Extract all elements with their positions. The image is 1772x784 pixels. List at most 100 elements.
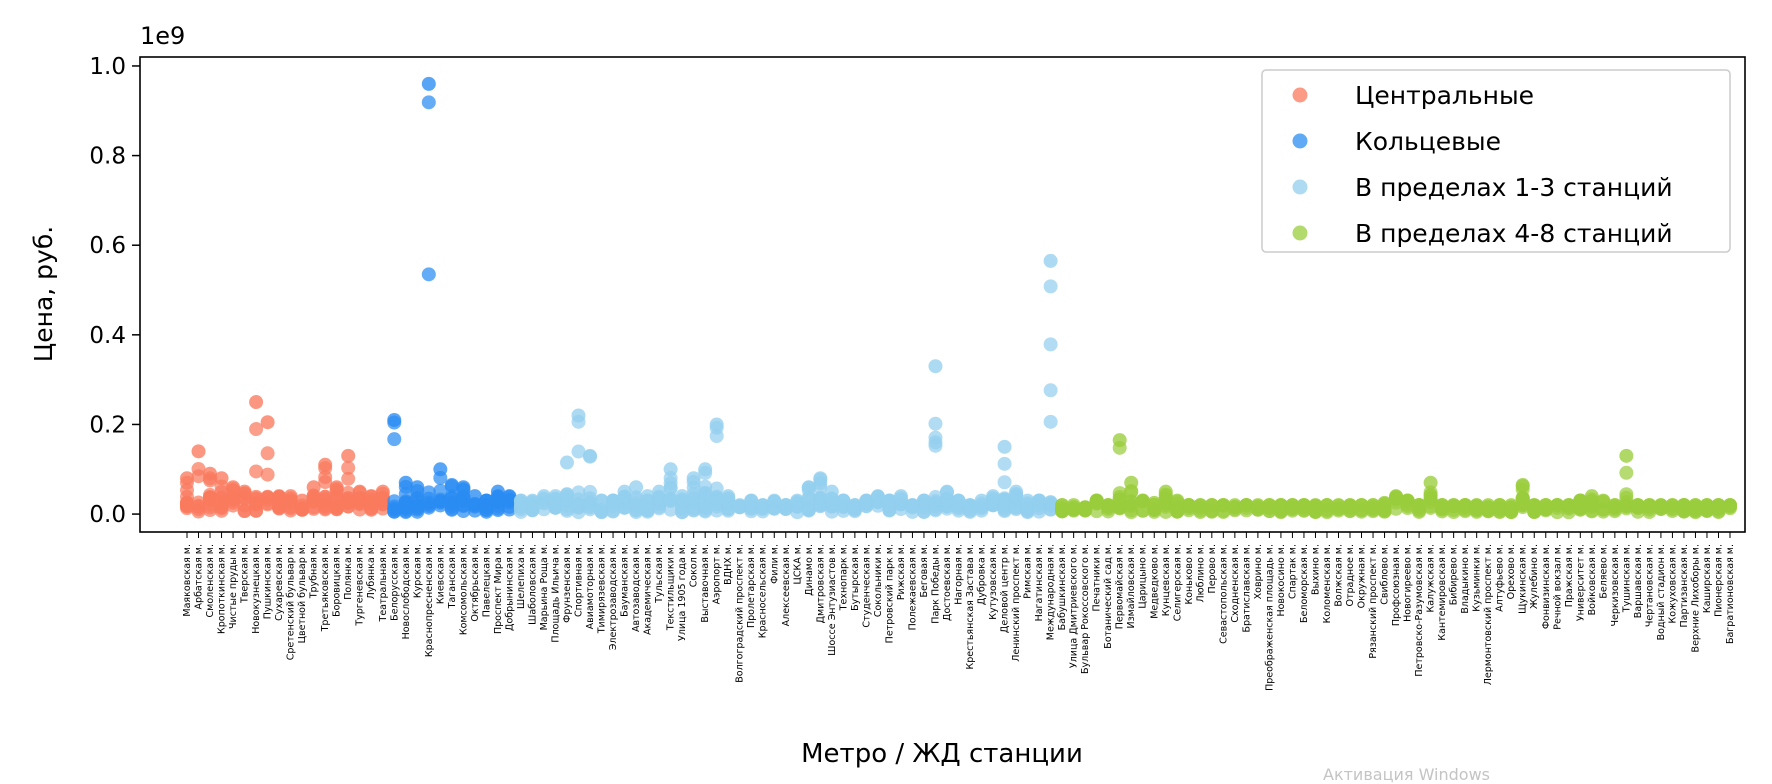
data-point-max xyxy=(1389,489,1404,504)
y-tick-label: 1.0 xyxy=(89,54,126,80)
x-tick-label: Новокузнецкая м. xyxy=(251,544,262,634)
data-point xyxy=(341,460,356,475)
x-tick-label: Сходненская м. xyxy=(1230,544,1241,623)
x-tick-label: Окружная м. xyxy=(1357,544,1368,608)
data-point-max xyxy=(1653,498,1668,513)
x-tick-label: Коломенская м. xyxy=(1322,544,1333,623)
data-point-max xyxy=(1009,484,1024,499)
data-point xyxy=(790,505,805,520)
x-tick-label: Водный стадион м. xyxy=(1656,544,1667,640)
x-tick-label: Свиблово м. xyxy=(1380,544,1391,605)
x-tick-label: Владыкино м. xyxy=(1460,544,1471,614)
data-point-max xyxy=(1723,498,1737,513)
x-tick-label: Красносельская м. xyxy=(758,544,769,638)
windows-activation-watermark: Активация Windows xyxy=(1323,765,1490,784)
data-point-max xyxy=(1366,498,1381,513)
x-tick-label: Бульвар Рокоссовского м. xyxy=(1080,544,1091,674)
data-point xyxy=(260,446,275,461)
x-tick-label: Перово м. xyxy=(1207,544,1218,593)
x-tick-label: Трубная м. xyxy=(309,544,320,599)
data-point-max xyxy=(824,484,839,499)
data-point-max xyxy=(1550,498,1565,513)
x-tick-label: Кожуховская м. xyxy=(1667,544,1678,623)
data-point-max xyxy=(778,498,793,513)
x-tick-label: Волжская м. xyxy=(1333,544,1344,607)
data-point-max xyxy=(767,493,782,508)
data-point-max xyxy=(1561,498,1576,513)
data-point-max xyxy=(1181,498,1196,513)
data-point xyxy=(801,502,816,517)
data-point xyxy=(341,471,356,486)
data-point-max xyxy=(1147,495,1162,510)
x-tick-label: Шелепиха м. xyxy=(516,544,527,609)
x-tick-label: Текстильщики м. xyxy=(666,544,677,631)
x-tick-label: Кунцевская м. xyxy=(1161,544,1172,616)
x-tick-label: Шаболовская м. xyxy=(527,544,538,625)
legend-marker xyxy=(1292,179,1308,195)
data-point xyxy=(1043,414,1058,429)
x-axis: Маяковская м. Арбатская м. Смоленская м. Кр… xyxy=(182,532,1736,691)
data-point-max xyxy=(1412,498,1427,513)
data-point-max xyxy=(1504,498,1519,513)
data-point-max xyxy=(1101,498,1116,513)
data-point-max xyxy=(295,493,310,508)
data-point-max xyxy=(444,477,459,492)
data-point xyxy=(180,498,194,513)
x-tick-label: Новокосино м. xyxy=(1276,544,1287,617)
data-point-max xyxy=(306,480,321,495)
data-point-max xyxy=(352,484,367,499)
data-point xyxy=(237,504,252,519)
data-point-max xyxy=(836,493,851,508)
data-point-max xyxy=(513,493,528,508)
x-tick-label: Шоссе Энтузиастов м. xyxy=(827,544,838,656)
data-point-max xyxy=(1273,498,1288,513)
x-tick-label: Багратионовская м. xyxy=(1725,544,1736,644)
x-tick-label: Краснопресненская м. xyxy=(424,544,435,657)
data-point-max xyxy=(755,498,770,513)
x-tick-label: Цветной бульвар м. xyxy=(297,544,308,643)
x-tick-label: Коньково м. xyxy=(1184,544,1195,605)
x-tick-label: Курская м. xyxy=(412,544,423,598)
data-point-max xyxy=(180,471,194,486)
x-tick-label: Дубровка м. xyxy=(977,544,988,605)
data-point xyxy=(421,497,436,512)
x-tick-label: Кузьминки м. xyxy=(1472,544,1483,612)
data-point-max xyxy=(260,415,275,430)
data-point xyxy=(191,461,206,476)
x-tick-label: Тушинская м. xyxy=(1621,544,1632,613)
data-point-max xyxy=(1227,498,1242,513)
data-point-max xyxy=(594,493,609,508)
data-point-max xyxy=(398,475,413,490)
x-tick-label: Пушкинская м. xyxy=(263,544,274,619)
x-tick-label: Сретенский бульвар м. xyxy=(286,544,297,660)
data-point-max xyxy=(663,462,678,477)
x-tick-label: Селигерская м. xyxy=(1172,544,1183,621)
data-point-max xyxy=(1642,498,1657,513)
data-point-max xyxy=(433,462,448,477)
data-point-max xyxy=(686,471,701,486)
x-tick-label: Добрынинская м. xyxy=(504,544,515,631)
data-point-max xyxy=(1676,498,1691,513)
x-tick-label: Кутузовская м. xyxy=(988,544,999,620)
data-point xyxy=(1423,488,1438,503)
data-point-max xyxy=(548,489,563,504)
data-point xyxy=(456,490,471,505)
x-tick-label: Достоевская м. xyxy=(942,544,953,621)
data-point-max xyxy=(536,489,551,504)
x-tick-label: Университет м. xyxy=(1575,544,1586,621)
x-tick-label: Выставочная м. xyxy=(700,544,711,623)
x-tick-label: Братиславская м. xyxy=(1241,544,1252,633)
data-point-max xyxy=(1423,475,1438,490)
x-tick-label: Международная м. xyxy=(1046,544,1057,640)
data-point-max xyxy=(226,480,241,495)
data-point-max xyxy=(1469,498,1484,513)
x-tick-label: Алексеевская м. xyxy=(781,544,792,626)
data-point-max xyxy=(709,417,724,432)
x-tick-label: Маяковская м. xyxy=(182,544,193,617)
x-tick-label: Киевская м. xyxy=(435,544,446,604)
x-tick-label: Тургеневская м. xyxy=(355,544,366,627)
data-point-max xyxy=(479,493,494,508)
data-point xyxy=(548,500,563,515)
data-point xyxy=(1170,504,1185,519)
x-tick-label: Театральная м. xyxy=(378,544,389,622)
